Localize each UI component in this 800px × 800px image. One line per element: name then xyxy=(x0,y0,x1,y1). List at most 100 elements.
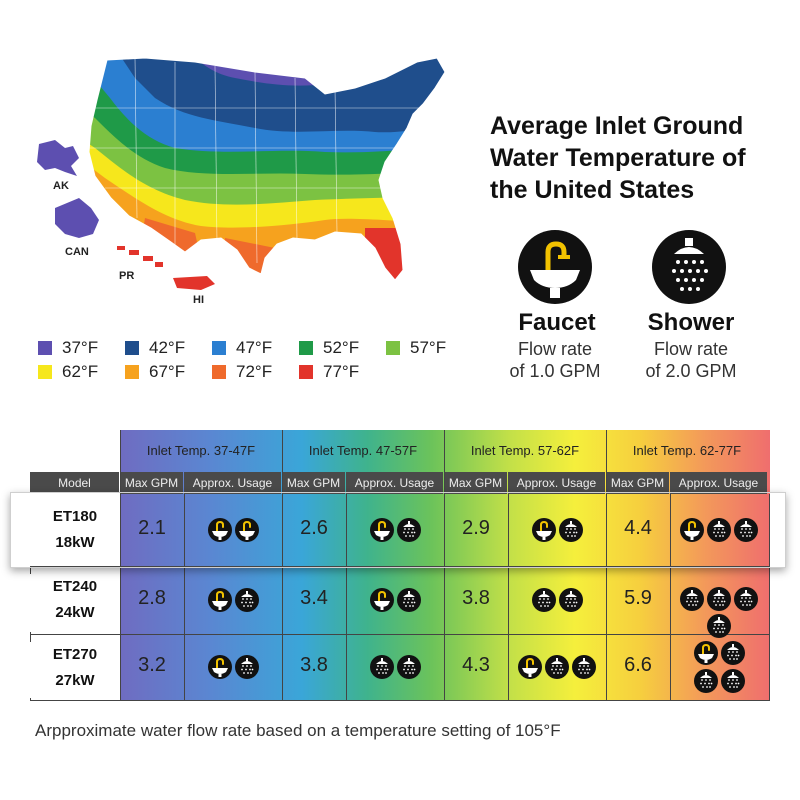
shower-icon xyxy=(680,587,704,611)
alaska-shape xyxy=(37,140,79,176)
faucet-flow-line1: Flow rate xyxy=(517,339,593,359)
shower-icon xyxy=(707,614,731,638)
max-gpm-value: 4.3 xyxy=(462,654,490,676)
max-gpm-value: 6.6 xyxy=(624,654,652,676)
page-title: Average Inlet Ground Water Temperature o… xyxy=(490,110,790,206)
max-gpm-column-header: Max GPM xyxy=(444,472,507,494)
legend-item: 47°F xyxy=(212,338,272,358)
shower-icon xyxy=(545,655,569,679)
max-gpm-value: 5.9 xyxy=(624,587,652,609)
max-gpm-column-header: Max GPM xyxy=(282,472,345,494)
legend-item: 77°F xyxy=(299,362,359,382)
shower-icon xyxy=(720,640,745,665)
cell-divider xyxy=(184,494,185,700)
row-divider xyxy=(30,566,770,567)
range-header: Inlet Temp. 47-57F xyxy=(308,442,418,458)
shower-icon xyxy=(558,588,583,612)
legend-swatch xyxy=(212,341,226,355)
hawaii-shape xyxy=(173,276,215,290)
legend-swatch xyxy=(386,341,400,355)
legend-item: 72°F xyxy=(212,362,272,382)
usage-icons xyxy=(348,654,442,680)
model-column-header: Model xyxy=(30,472,119,494)
cell-divider xyxy=(346,494,347,700)
table-left-border xyxy=(30,566,31,700)
shower-icon xyxy=(558,518,583,542)
max-gpm-column-header: Max GPM xyxy=(120,472,183,494)
shower-icon xyxy=(693,669,718,694)
legend-swatch xyxy=(125,365,139,379)
max-gpm-value: 4.4 xyxy=(624,517,652,539)
max-gpm-column-header: Max GPM xyxy=(606,472,669,494)
usage-icons xyxy=(186,517,280,543)
max-gpm-value: 3.8 xyxy=(300,654,328,676)
legend-swatch xyxy=(299,365,313,379)
usage-icons xyxy=(510,517,604,543)
legend-label: 77°F xyxy=(323,362,360,381)
shower-icon xyxy=(369,655,394,679)
range-header: Inlet Temp. 37-47F xyxy=(146,442,256,458)
model-cell: ET240 24kW xyxy=(30,574,120,632)
model-name: ET240 xyxy=(52,578,98,595)
model-power: 18kW xyxy=(55,534,95,551)
flow-rate-table: Inlet Temp. 37-47F Inlet Temp. 47-57F Inle… xyxy=(10,430,786,701)
model-power: 24kW xyxy=(55,604,95,621)
shower-icon xyxy=(572,655,596,679)
shower-icon xyxy=(234,655,259,679)
model-name: ET180 xyxy=(52,508,98,525)
legend-label: 67°F xyxy=(149,362,186,381)
max-gpm-value: 2.9 xyxy=(462,517,490,539)
faucet-icon xyxy=(518,655,542,679)
legend-swatch xyxy=(212,365,226,379)
shower-icon xyxy=(652,230,726,304)
approx-usage-column-header: Approx. Usage xyxy=(508,472,605,494)
group-divider xyxy=(120,430,121,700)
legend-swatch xyxy=(125,341,139,355)
group-divider xyxy=(282,430,283,700)
legend-label: 62°F xyxy=(62,362,99,381)
model-cell: ET270 27kW xyxy=(30,642,120,698)
shower-flow-line2: of 2.0 GPM xyxy=(645,361,737,381)
legend-item: 57°F xyxy=(386,338,446,358)
legend-item: 52°F xyxy=(299,338,359,358)
shower-icon xyxy=(707,587,731,611)
group-divider xyxy=(444,430,445,700)
usage-icons xyxy=(348,587,442,613)
shower-icon xyxy=(396,518,421,542)
shower-icon xyxy=(396,655,421,679)
faucet-icon xyxy=(680,518,704,542)
faucet-icon xyxy=(693,640,718,665)
model-power: 27kW xyxy=(55,672,95,689)
shower-icon xyxy=(396,588,421,612)
model-cell: ET180 18kW xyxy=(30,504,120,562)
legend-item: 62°F xyxy=(38,362,98,382)
faucet-icon xyxy=(531,518,556,542)
legend-label: 47°F xyxy=(236,338,273,357)
faucet-flow: Flow rate of 1.0 GPM xyxy=(480,338,630,382)
table-right-border xyxy=(769,494,770,700)
max-gpm-value: 3.2 xyxy=(138,654,166,676)
faucet-icon xyxy=(369,518,394,542)
legend-label: 57°F xyxy=(410,338,447,357)
usage-icons xyxy=(672,587,766,638)
approx-usage-column-header: Approx. Usage xyxy=(346,472,443,494)
map-label-hi: HI xyxy=(193,294,204,306)
model-name: ET270 xyxy=(52,646,98,663)
shower-flow-line1: Flow rate xyxy=(653,339,729,359)
shower-icon xyxy=(234,588,259,612)
map-label-pr: PR xyxy=(119,270,135,282)
approx-usage-column-header: Approx. Usage xyxy=(670,472,767,494)
shower-icon xyxy=(720,669,745,694)
row-divider xyxy=(30,634,770,635)
shower-icon xyxy=(531,588,556,612)
footnote: Arpproximate water flow rate based on a … xyxy=(35,721,561,740)
faucet-icon xyxy=(518,230,592,304)
faucet-icon xyxy=(207,588,232,612)
cell-divider xyxy=(508,494,509,700)
title-line-3: the United States xyxy=(490,176,695,204)
shower-icon xyxy=(734,587,758,611)
faucet-icon xyxy=(207,655,232,679)
shower-icon xyxy=(707,518,731,542)
usage-icons xyxy=(672,517,766,543)
range-header: Inlet Temp. 57-62F xyxy=(470,442,580,458)
